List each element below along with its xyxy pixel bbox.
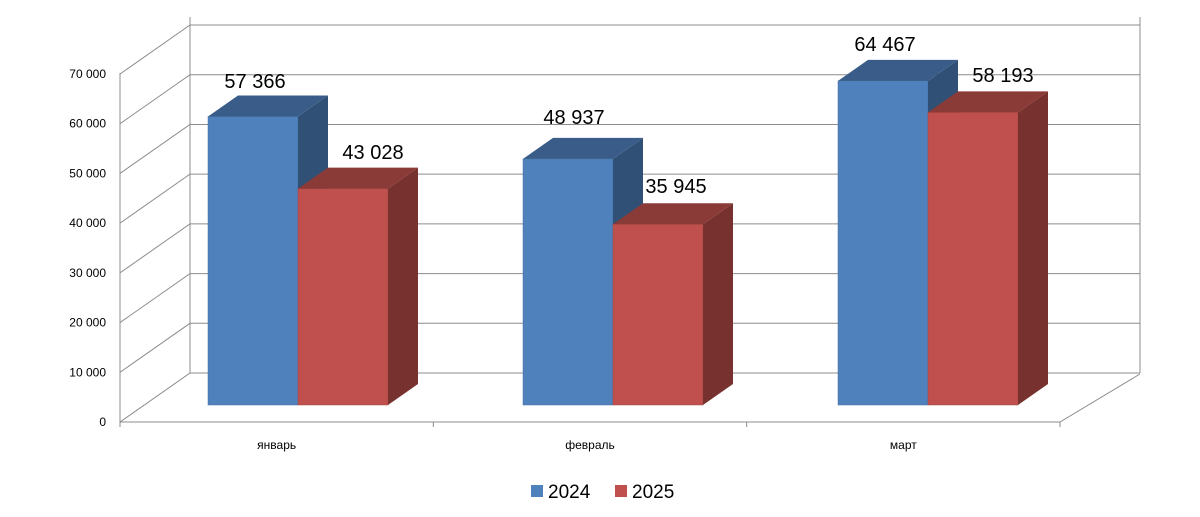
category-label: март — [890, 438, 917, 452]
bar-front — [522, 158, 614, 406]
gridline — [119, 24, 1140, 75]
gridlines — [119, 24, 1140, 423]
bar-2025-1 — [612, 203, 733, 406]
value-axis: 0 10 000 20 000 30 000 40 000 50 000 60 000 70 … — [69, 67, 1061, 429]
bars — [207, 59, 1048, 406]
bar-front — [297, 188, 389, 406]
y-tick-label: 30 000 — [69, 266, 106, 280]
data-label: 43 028 — [342, 142, 403, 164]
y-tick-label: 0 — [99, 415, 106, 429]
bar-front — [207, 116, 299, 406]
bar-top — [208, 95, 328, 117]
bar-front — [837, 80, 929, 406]
bar-top — [613, 203, 733, 225]
legend-label: 2024 — [548, 482, 591, 503]
gridline — [119, 74, 1140, 125]
gridline — [119, 173, 1140, 224]
data-label: 58 193 — [972, 65, 1033, 87]
legend: 2024 2025 — [531, 482, 674, 503]
bar-front — [927, 112, 1019, 406]
bar-2024-1 — [522, 137, 643, 406]
gridline — [119, 123, 1140, 174]
y-tick-label: 20 000 — [69, 316, 106, 330]
bar-2025-2 — [927, 91, 1048, 406]
bar-top — [523, 137, 643, 159]
data-label: 64 467 — [854, 34, 915, 56]
gridline — [119, 372, 1140, 423]
gridline — [119, 322, 1140, 373]
bar-front — [612, 223, 704, 406]
y-tick-label: 10 000 — [69, 365, 106, 379]
legend-swatch — [615, 485, 627, 497]
bar-side — [1018, 91, 1048, 405]
legend-item-2024: 2024 — [531, 482, 591, 503]
bar-top — [298, 167, 418, 189]
bar-top — [838, 59, 958, 81]
gridline — [119, 223, 1140, 274]
category-labels: январь февраль март — [257, 438, 917, 452]
y-tick-label: 50 000 — [69, 166, 106, 180]
data-label: 48 937 — [543, 107, 604, 129]
category-label: февраль — [565, 438, 615, 452]
legend-swatch — [531, 485, 543, 497]
bar-side — [388, 167, 418, 405]
gridline — [119, 273, 1140, 323]
bar-2025-0 — [297, 167, 418, 406]
bar-top — [928, 91, 1048, 113]
y-tick-label: 70 000 — [69, 67, 106, 81]
y-tick-label: 60 000 — [69, 117, 106, 131]
data-labels: 57 366 43 028 48 937 35 945 64 467 58 193 — [224, 34, 1033, 198]
legend-label: 2025 — [632, 482, 674, 503]
category-label: январь — [257, 438, 296, 452]
y-tick-label: 40 000 — [69, 216, 106, 230]
data-label: 57 366 — [224, 71, 285, 93]
data-label: 35 945 — [645, 176, 706, 198]
legend-item-2025: 2025 — [615, 482, 674, 503]
bar-side — [703, 203, 733, 405]
